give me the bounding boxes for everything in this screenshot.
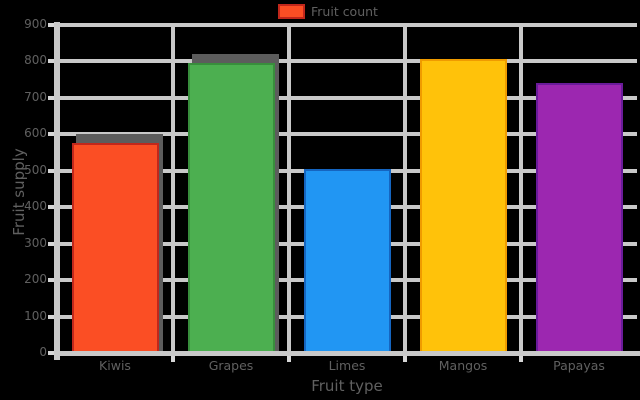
y-tick-label: 100 <box>24 308 47 323</box>
legend: Fruit count <box>278 4 378 19</box>
x-tick-mark <box>171 353 175 362</box>
x-tick-label: Mangos <box>438 358 488 373</box>
y-tick-label: 0 <box>39 345 47 359</box>
gridline-vertical <box>171 24 175 353</box>
y-tick-label: 600 <box>24 126 47 140</box>
gridline-vertical <box>403 24 407 353</box>
gridline-vertical <box>519 24 523 353</box>
y-tick-mark <box>48 314 57 319</box>
y-tick-mark <box>48 59 57 63</box>
y-tick-label: 700 <box>24 89 47 104</box>
y-tick-label: 800 <box>24 53 47 67</box>
y-axis-spine <box>54 21 60 360</box>
y-tick-mark <box>48 95 57 100</box>
y-tick-label: 500 <box>24 162 47 177</box>
y-tick-mark <box>48 351 57 355</box>
y-tick-label: 900 <box>24 16 47 31</box>
gridline-horizontal <box>57 132 637 136</box>
y-tick-mark <box>48 241 57 246</box>
x-tick-label: Grapes <box>208 358 254 373</box>
bar <box>303 168 391 353</box>
bar <box>419 59 507 353</box>
x-tick-label: Kiwis <box>99 358 131 373</box>
gridline-horizontal <box>57 95 637 100</box>
gridline-horizontal <box>57 59 637 63</box>
y-tick-label: 300 <box>24 235 47 250</box>
y-axis-title: Fruit supply <box>10 148 28 236</box>
gridline-vertical <box>287 24 291 353</box>
y-tick-mark <box>48 278 57 282</box>
bar <box>187 62 275 353</box>
gridline-horizontal <box>57 22 637 27</box>
x-tick-mark <box>287 353 291 362</box>
y-tick-mark <box>48 168 57 173</box>
x-tick-label: Limes <box>328 358 366 373</box>
y-tick-mark <box>48 132 57 136</box>
legend-swatch <box>278 4 305 19</box>
x-axis-title: Fruit type <box>311 377 383 395</box>
x-axis-spine <box>54 351 640 356</box>
bar <box>535 82 623 353</box>
legend-label: Fruit count <box>311 4 378 19</box>
y-tick-label: 400 <box>24 199 47 213</box>
bar <box>71 143 159 353</box>
y-tick-mark <box>48 22 57 27</box>
x-tick-label: Papayas <box>553 358 605 373</box>
x-tick-mark <box>403 353 407 362</box>
y-tick-mark <box>48 205 57 209</box>
y-tick-label: 200 <box>24 272 47 286</box>
x-tick-mark <box>519 353 523 362</box>
